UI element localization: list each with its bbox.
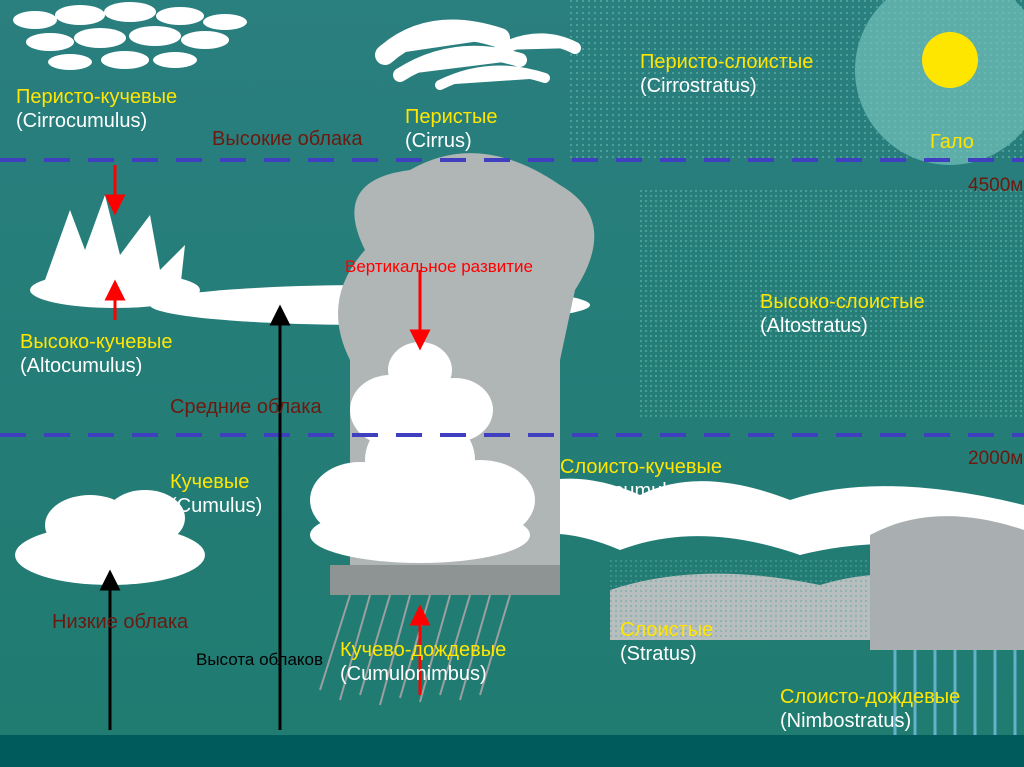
altostratus-label: Высоко-слоистые(Altostratus)	[760, 290, 925, 338]
ground	[0, 735, 1024, 767]
cirrus-label: Перистые(Cirrus)	[405, 105, 497, 153]
altitude-4500-label: 4500м	[968, 175, 1023, 198]
cirrostratus-label: Перисто-слоистые(Cirrostratus)	[640, 50, 813, 98]
halo-title: Гало	[930, 130, 974, 154]
middle-clouds-title: Средние облака	[170, 395, 322, 419]
cirrocumulus-label: Перисто-кучевые(Cirrocumulus)	[16, 85, 177, 133]
stratocumulus-label: Слоисто-кучевыеStratocumulus	[560, 455, 722, 503]
vertical-dev-title: Вертикальное развитие	[345, 257, 533, 277]
stratus-label: Слоистые(Stratus)	[620, 618, 713, 666]
sun-icon	[922, 32, 978, 88]
low-clouds-title: Низкие облака	[52, 610, 188, 634]
high-clouds-title: Высокие облака	[212, 127, 362, 151]
cloud-types-diagram: 4500м 2000м Высокие облака Средние облак…	[0, 0, 1024, 767]
nimbostratus-label: Слоисто-дождевые(Nimbostratus)	[780, 685, 960, 733]
height-axis-title: Высота облаков	[196, 650, 323, 670]
altocumulus-label: Высоко-кучевые(Altocumulus)	[20, 330, 172, 378]
cumulus-label: Кучевые(Cumulus)	[170, 470, 262, 518]
altitude-2000-label: 2000м	[968, 448, 1023, 471]
cumulonimbus-label: Кучево-дождевые(Cumulonimbus)	[340, 638, 506, 686]
